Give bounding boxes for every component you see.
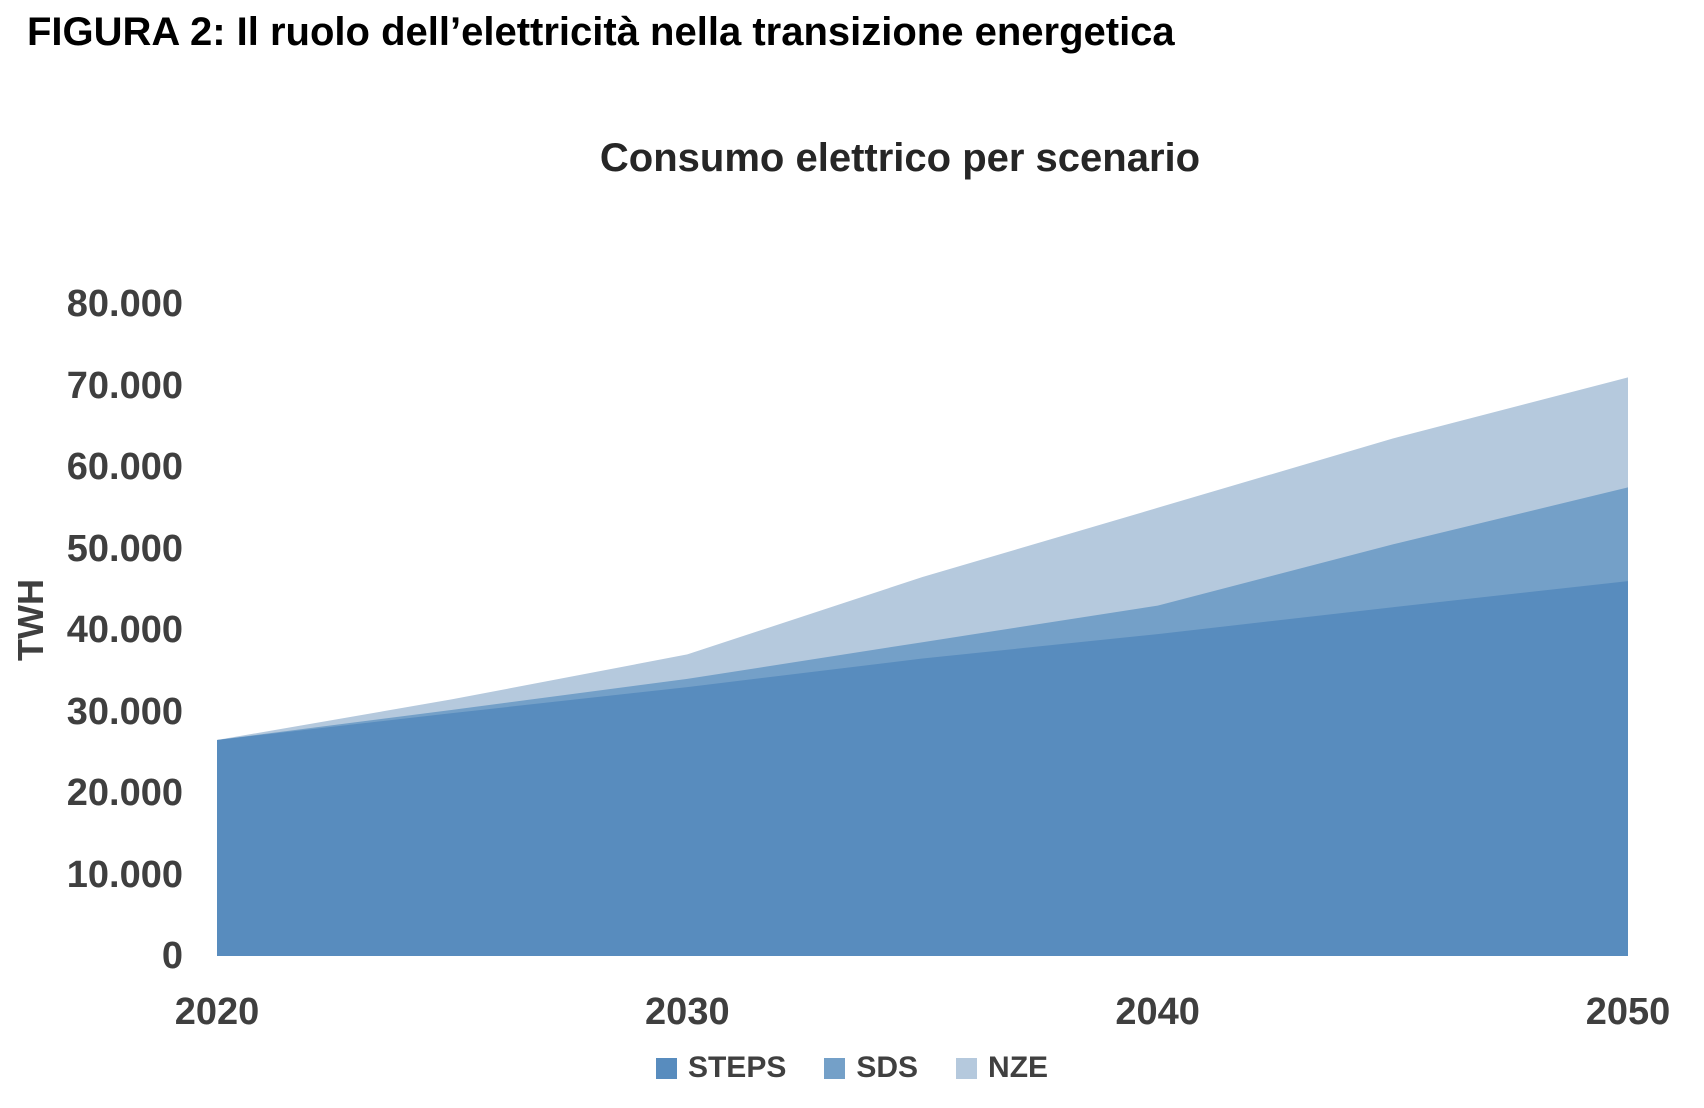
legend-item-nze: NZE [956, 1051, 1048, 1085]
y-tick-label: 10.000 [66, 853, 183, 896]
legend: STEPS SDS NZE [0, 1044, 1704, 1092]
x-tick-label: 2040 [1115, 991, 1200, 1033]
legend-label-sds: SDS [856, 1051, 919, 1084]
y-tick-label: 30.000 [66, 690, 183, 733]
y-tick-label: 50.000 [66, 527, 183, 570]
y-tick-label: 20.000 [66, 772, 183, 814]
legend-item-sds: SDS [824, 1051, 918, 1085]
y-tick-label: 40.000 [66, 609, 183, 651]
y-tick-label: 80.000 [66, 283, 183, 325]
legend-swatch-steps [655, 1057, 677, 1079]
plot-area [217, 377, 1628, 956]
x-tick-label: 2020 [174, 991, 260, 1033]
figure-title: FIGURA 2: Il ruolo dell’elettricità nell… [27, 10, 1175, 54]
chart-title: Consumo elettrico per scenario [599, 136, 1201, 180]
legend-item-steps: STEPS [655, 1051, 787, 1085]
legend-label-steps: STEPS [687, 1051, 787, 1084]
x-tick-label: 2050 [1585, 991, 1671, 1033]
legend-swatch-nze [956, 1057, 978, 1079]
x-tick-label: 2030 [645, 991, 730, 1033]
legend-label-nze: NZE [988, 1051, 1049, 1084]
legend-swatch-sds [824, 1057, 846, 1079]
y-tick-label: 60.000 [66, 446, 183, 488]
y-tick-label: 0 [161, 935, 183, 977]
area-steps [217, 581, 1628, 956]
y-tick-label: 70.000 [66, 364, 183, 407]
